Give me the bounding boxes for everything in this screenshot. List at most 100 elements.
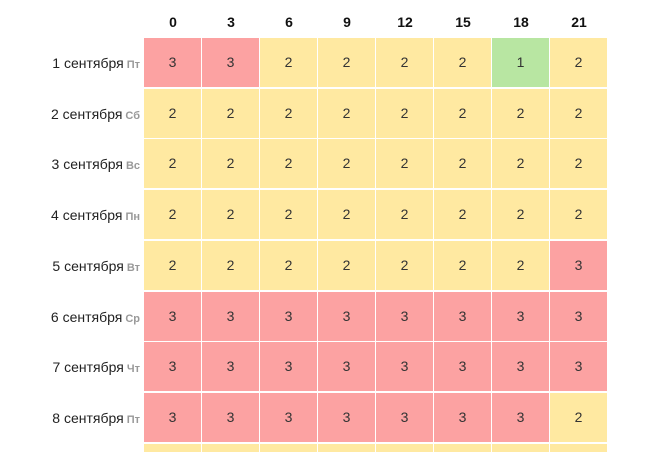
grid-cell-partial [318,443,376,453]
grid-cell-partial [202,443,260,453]
grid-cell: 1 [492,38,550,88]
grid-cell: 3 [144,291,202,342]
grid-cell: 2 [144,190,202,241]
grid-cell: 3 [434,291,492,342]
grid-cell: 2 [434,38,492,88]
grid-cell: 2 [318,88,376,139]
weekday-label: Пн [125,211,140,224]
row-label: 4 сентября Пн [0,190,140,242]
column-header-hour: 6 [285,14,293,30]
column-header-hour: 9 [343,14,351,30]
date-label: 3 сентября [51,156,123,173]
grid-cell: 2 [318,38,376,88]
date-label: 6 сентября [50,308,123,325]
grid-cell: 2 [550,190,608,241]
grid-cell: 3 [550,291,608,342]
weekday-label: Сб [125,109,140,122]
grid-cell: 3 [202,392,260,443]
grid-cell: 3 [550,240,608,291]
row-label: 8 сентября Пт [0,393,140,445]
grid-cell: 3 [434,342,492,393]
grid-cell: 2 [434,240,492,291]
row-label: 1 сентября Пт [0,38,140,90]
date-label: 2 сентября [50,105,123,122]
grid-cell: 2 [260,38,318,88]
column-header-hour: 12 [397,14,413,30]
grid-cell: 3 [202,38,260,88]
column-header-hour: 18 [513,14,529,30]
grid-cell: 2 [550,139,608,190]
grid-cell: 2 [376,139,434,190]
grid-cell: 3 [376,342,434,393]
grid-cell: 3 [260,392,318,443]
row-label: 3 сентября Вс [0,139,140,191]
grid-cell: 2 [492,139,550,190]
row-label: 5 сентября Вт [0,241,140,293]
grid-cell-partial [260,443,318,453]
weekday-label: Вс [125,160,140,173]
grid-cell-partial [492,443,550,453]
grid-cell: 2 [260,190,318,241]
column-header-hour: 0 [169,14,177,30]
grid-cell: 2 [318,139,376,190]
grid-cell: 2 [434,88,492,139]
weekday-label: Вт [126,261,140,274]
grid-cell: 2 [202,240,260,291]
grid-cell: 3 [492,342,550,393]
weekday-label: Чт [126,363,140,376]
date-label: 4 сентября [51,207,123,224]
date-label: 7 сентября [52,359,124,376]
row-label: 2 сентября Сб [0,89,140,141]
grid-cell: 2 [376,88,434,139]
row-label: 7 сентября Чт [0,342,140,394]
grid-cell: 3 [318,392,376,443]
grid-cell-partial [550,443,608,453]
grid-cell: 2 [260,240,318,291]
date-label: 1 сентября [52,55,124,71]
date-label: 8 сентября [52,409,124,426]
grid-cell: 2 [260,88,318,139]
grid-cell: 3 [144,342,202,393]
grid-cell: 2 [376,190,434,241]
date-label: 5 сентября [52,257,124,274]
grid-cell: 3 [376,392,434,443]
grid-cell: 3 [550,342,608,393]
grid-cell: 3 [434,392,492,443]
grid-cell: 3 [318,342,376,393]
grid-cell: 2 [376,240,434,291]
grid-cell: 3 [492,291,550,342]
grid-cell: 2 [318,240,376,291]
grid-cell: 3 [260,342,318,393]
grid-cell: 2 [202,190,260,241]
grid-cell: 2 [144,240,202,291]
grid-cell: 2 [492,240,550,291]
grid-cell: 2 [434,190,492,241]
row-label: 6 сентября Ср [0,292,140,344]
grid-cell-partial [434,443,492,453]
grid-cell: 3 [144,38,202,88]
weekday-label: Пт [126,413,140,426]
grid-cell: 3 [202,291,260,342]
grid-cell: 2 [434,139,492,190]
grid-cell: 3 [318,291,376,342]
grid-cell: 2 [492,88,550,139]
column-header-hour: 3 [227,14,235,30]
grid-cell: 2 [492,190,550,241]
grid-cell: 2 [144,139,202,190]
grid-cell: 3 [376,291,434,342]
grid-cell: 3 [144,392,202,443]
grid-cell-partial [144,443,202,453]
column-header-hour: 21 [571,14,587,30]
grid-cell-partial [376,443,434,453]
grid-cell: 2 [550,88,608,139]
grid-cell: 2 [318,190,376,241]
grid-cell: 3 [260,291,318,342]
grid-cell: 2 [202,139,260,190]
column-header-hour: 15 [455,14,471,30]
weekday-label: Пт [126,59,140,71]
grid-cell: 2 [260,139,318,190]
grid-cell: 2 [376,38,434,88]
grid-cell: 2 [144,88,202,139]
grid-cell: 2 [550,392,608,443]
grid-cell: 2 [550,38,608,88]
